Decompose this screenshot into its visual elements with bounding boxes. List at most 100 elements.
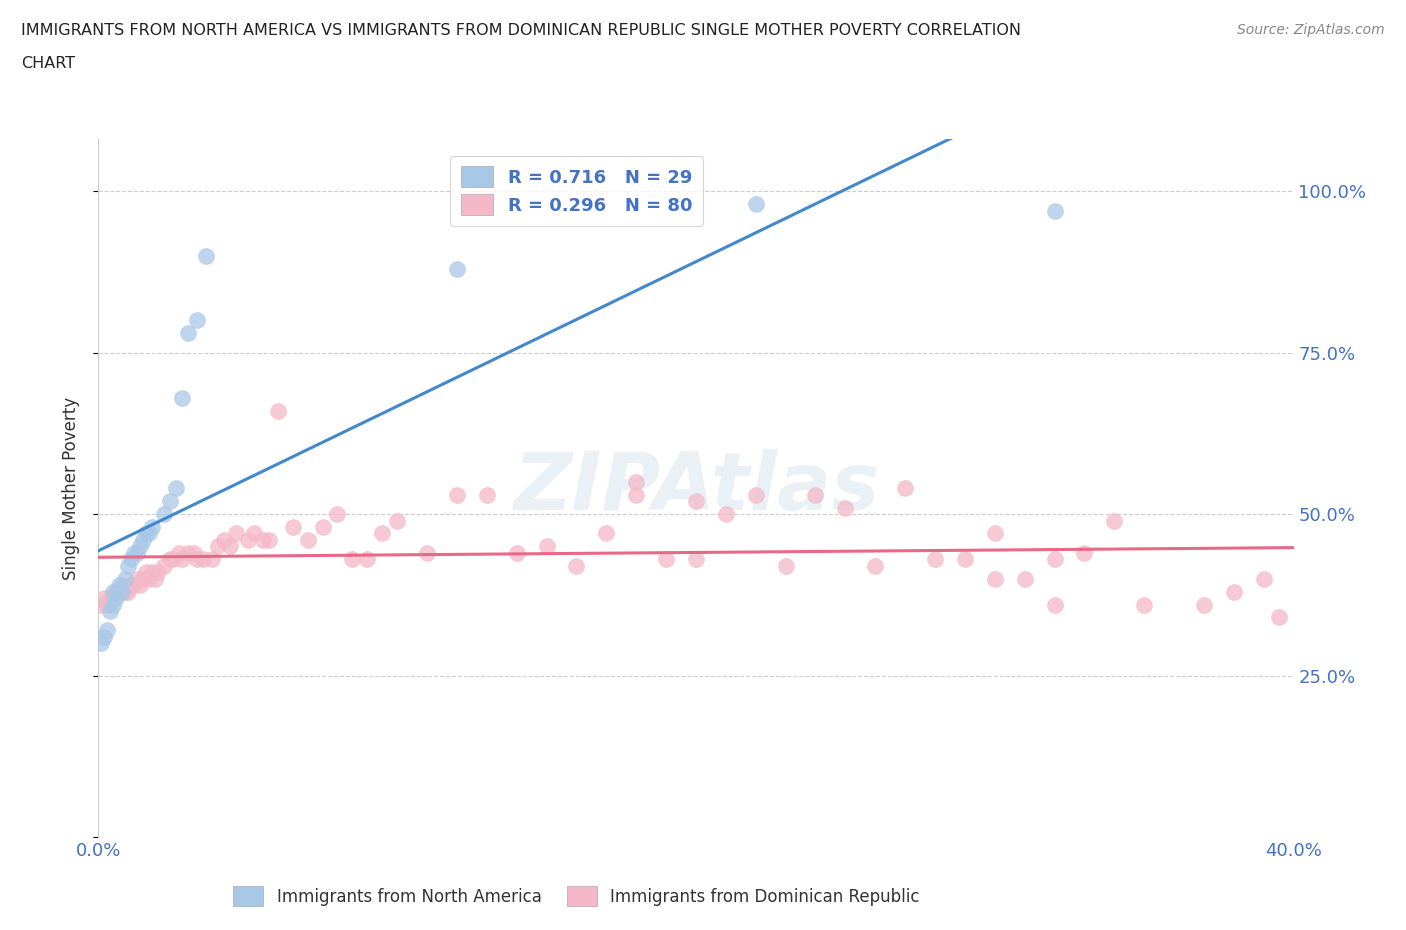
- Point: [100, 591, 122, 605]
- Point: [127, 545, 149, 560]
- Point: [984, 526, 1007, 541]
- Point: [114, 571, 136, 586]
- Point: [129, 578, 152, 592]
- Point: [96, 597, 118, 612]
- Point: [103, 584, 125, 599]
- Point: [138, 526, 160, 541]
- Point: [685, 551, 707, 566]
- Point: [385, 513, 409, 528]
- Point: [745, 487, 768, 502]
- Point: [219, 539, 242, 554]
- Text: IMMIGRANTS FROM NORTH AMERICA VS IMMIGRANTS FROM DOMINICAN REPUBLIC SINGLE MOTHE: IMMIGRANTS FROM NORTH AMERICA VS IMMIGRA…: [21, 23, 1021, 38]
- Point: [191, 551, 214, 566]
- Point: [446, 261, 468, 276]
- Point: [326, 507, 349, 522]
- Point: [953, 551, 976, 566]
- Point: [297, 533, 319, 548]
- Point: [257, 533, 280, 548]
- Point: [177, 545, 200, 560]
- Point: [172, 391, 194, 405]
- Point: [506, 545, 529, 560]
- Point: [153, 507, 176, 522]
- Text: ZIPAtlas: ZIPAtlas: [513, 449, 879, 527]
- Point: [475, 487, 498, 502]
- Point: [655, 551, 678, 566]
- Point: [96, 623, 118, 638]
- Point: [207, 539, 229, 554]
- Point: [132, 571, 155, 586]
- Point: [1223, 584, 1246, 599]
- Point: [111, 578, 134, 592]
- Point: [108, 578, 131, 592]
- Point: [446, 487, 468, 502]
- Point: [162, 551, 184, 566]
- Point: [1073, 545, 1095, 560]
- Point: [120, 551, 142, 566]
- Point: [141, 520, 163, 535]
- Point: [117, 584, 139, 599]
- Point: [834, 500, 856, 515]
- Point: [212, 533, 235, 548]
- Point: [745, 196, 768, 211]
- Point: [159, 551, 181, 566]
- Point: [243, 526, 266, 541]
- Point: [167, 545, 190, 560]
- Point: [135, 565, 157, 579]
- Point: [1133, 597, 1156, 612]
- Legend: Immigrants from North America, Immigrants from Dominican Republic: Immigrants from North America, Immigrant…: [226, 880, 927, 912]
- Point: [159, 494, 181, 509]
- Point: [311, 520, 333, 535]
- Point: [342, 551, 364, 566]
- Point: [1043, 597, 1066, 612]
- Point: [714, 507, 737, 522]
- Point: [127, 571, 149, 586]
- Point: [172, 551, 194, 566]
- Point: [90, 597, 112, 612]
- Point: [132, 533, 155, 548]
- Point: [153, 558, 176, 573]
- Point: [416, 545, 439, 560]
- Point: [267, 404, 290, 418]
- Point: [105, 591, 128, 605]
- Point: [225, 526, 247, 541]
- Point: [186, 312, 208, 327]
- Point: [626, 474, 648, 489]
- Point: [100, 604, 122, 618]
- Point: [595, 526, 617, 541]
- Point: [924, 551, 946, 566]
- Point: [177, 326, 200, 340]
- Point: [165, 481, 187, 496]
- Point: [108, 584, 131, 599]
- Text: CHART: CHART: [21, 56, 75, 71]
- Point: [93, 630, 115, 644]
- Point: [984, 571, 1007, 586]
- Point: [236, 533, 259, 548]
- Point: [894, 481, 917, 496]
- Point: [371, 526, 394, 541]
- Point: [103, 591, 125, 605]
- Point: [1104, 513, 1126, 528]
- Point: [356, 551, 378, 566]
- Y-axis label: Single Mother Poverty: Single Mother Poverty: [62, 397, 80, 579]
- Point: [120, 578, 142, 592]
- Point: [1043, 551, 1066, 566]
- Point: [135, 526, 157, 541]
- Point: [1192, 597, 1215, 612]
- Point: [252, 533, 274, 548]
- Point: [93, 591, 115, 605]
- Point: [141, 565, 163, 579]
- Point: [201, 551, 224, 566]
- Point: [281, 520, 304, 535]
- Point: [183, 545, 205, 560]
- Point: [195, 248, 218, 263]
- Point: [804, 487, 827, 502]
- Point: [865, 558, 887, 573]
- Point: [1253, 571, 1275, 586]
- Point: [90, 636, 112, 651]
- Point: [626, 487, 648, 502]
- Point: [124, 578, 146, 592]
- Point: [565, 558, 588, 573]
- Point: [114, 584, 136, 599]
- Point: [117, 558, 139, 573]
- Point: [775, 558, 797, 573]
